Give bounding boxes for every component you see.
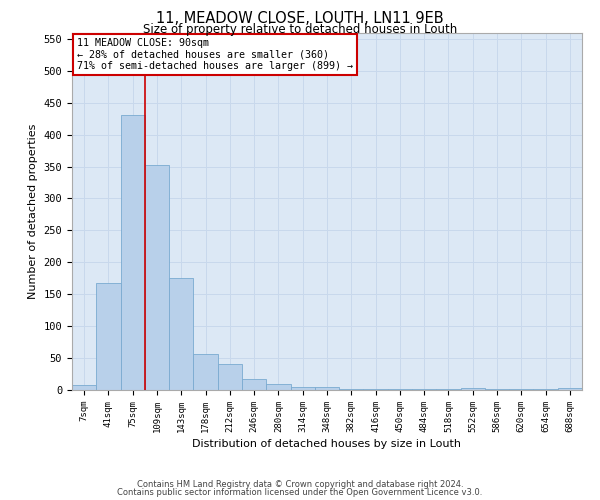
Bar: [169, 278, 193, 390]
Bar: [193, 354, 218, 390]
Text: 11 MEADOW CLOSE: 90sqm
← 28% of detached houses are smaller (360)
71% of semi-de: 11 MEADOW CLOSE: 90sqm ← 28% of detached…: [77, 38, 353, 71]
Bar: [242, 378, 266, 390]
Bar: [96, 283, 121, 390]
Bar: [72, 385, 96, 390]
Text: Contains public sector information licensed under the Open Government Licence v3: Contains public sector information licen…: [118, 488, 482, 497]
Text: 11, MEADOW CLOSE, LOUTH, LN11 9EB: 11, MEADOW CLOSE, LOUTH, LN11 9EB: [156, 11, 444, 26]
Bar: [145, 166, 169, 390]
Text: Contains HM Land Registry data © Crown copyright and database right 2024.: Contains HM Land Registry data © Crown c…: [137, 480, 463, 489]
Y-axis label: Number of detached properties: Number of detached properties: [28, 124, 38, 299]
Bar: [266, 384, 290, 390]
Bar: [290, 387, 315, 390]
Bar: [461, 388, 485, 390]
Bar: [558, 388, 582, 390]
Text: Size of property relative to detached houses in Louth: Size of property relative to detached ho…: [143, 22, 457, 36]
Bar: [218, 364, 242, 390]
Bar: [315, 387, 339, 390]
Bar: [121, 116, 145, 390]
X-axis label: Distribution of detached houses by size in Louth: Distribution of detached houses by size …: [193, 439, 461, 449]
